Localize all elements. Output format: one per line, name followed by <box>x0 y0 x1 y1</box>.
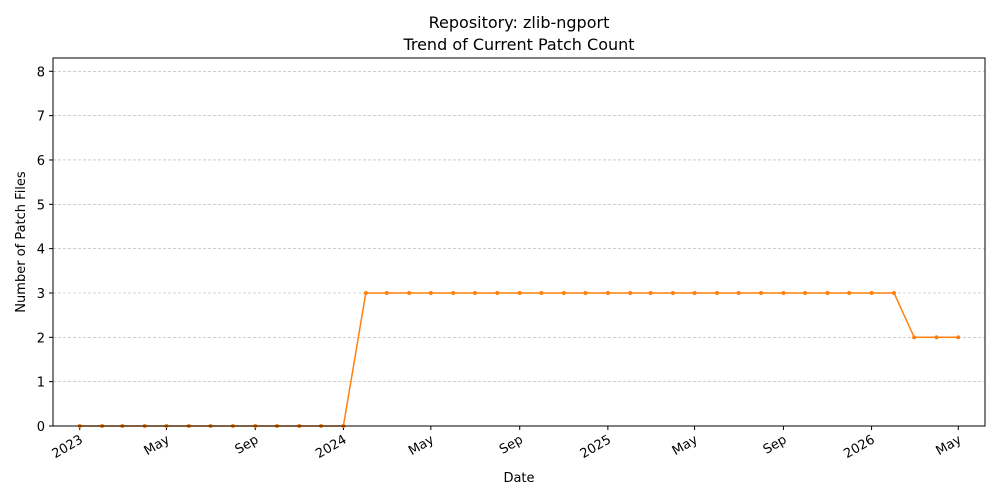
chart-title: Repository: zlib-ngport <box>429 13 610 32</box>
data-point <box>428 290 433 295</box>
data-point <box>517 290 522 295</box>
data-point <box>759 290 764 295</box>
series-layer <box>77 290 961 428</box>
data-point <box>628 290 633 295</box>
x-tick-label: May <box>670 432 701 459</box>
data-point <box>714 290 719 295</box>
y-tick-label: 2 <box>37 331 45 346</box>
data-point <box>472 290 477 295</box>
x-tick-label: 2025 <box>578 432 614 462</box>
data-point <box>561 290 566 295</box>
data-point <box>912 335 917 340</box>
data-point <box>363 290 368 295</box>
series-line <box>79 292 959 427</box>
data-point <box>736 290 741 295</box>
data-point <box>384 290 389 295</box>
data-point <box>891 290 896 295</box>
data-point <box>847 290 852 295</box>
x-tick-label: May <box>406 432 437 459</box>
data-point <box>583 290 588 295</box>
y-tick-label: 6 <box>37 154 45 169</box>
x-axis-label: Date <box>503 471 534 486</box>
x-axis-ticks: 2023 May Sep 2024 May Sep 2025 May Sep 2026 May <box>50 426 965 462</box>
data-point <box>407 290 412 295</box>
data-point <box>670 290 675 295</box>
data-point <box>803 290 808 295</box>
data-point <box>539 290 544 295</box>
y-axis-ticks: 0 1 2 3 4 5 6 7 8 <box>37 65 53 435</box>
y-tick-label: 7 <box>37 110 45 125</box>
y-tick-label: 1 <box>37 376 45 391</box>
x-tick-label: 2023 <box>50 432 86 462</box>
x-tick-label: Sep <box>497 432 526 457</box>
y-tick-label: 0 <box>37 420 45 435</box>
y-tick-label: 5 <box>37 198 45 213</box>
data-point <box>825 290 830 295</box>
y-tick-label: 8 <box>37 65 45 80</box>
y-tick-label: 3 <box>37 287 45 302</box>
data-point <box>934 335 939 340</box>
x-tick-label: May <box>933 432 964 459</box>
x-tick-label: 2024 <box>313 432 349 462</box>
y-tick-label: 4 <box>37 243 45 258</box>
data-point <box>605 290 610 295</box>
data-point <box>781 290 786 295</box>
x-tick-label: Sep <box>761 432 790 457</box>
x-tick-label: May <box>142 432 173 459</box>
x-tick-label: Sep <box>233 432 262 457</box>
y-axis-label: Number of Patch Files <box>14 171 29 313</box>
data-point <box>648 290 653 295</box>
grid-lines <box>53 71 985 382</box>
data-point <box>692 290 697 295</box>
data-point <box>451 290 456 295</box>
plot-frame <box>52 57 986 427</box>
chart-subtitle: Trend of Current Patch Count <box>402 35 634 54</box>
x-tick-label: 2026 <box>841 432 877 462</box>
data-point <box>956 335 961 340</box>
data-point <box>495 290 500 295</box>
data-point <box>869 290 874 295</box>
